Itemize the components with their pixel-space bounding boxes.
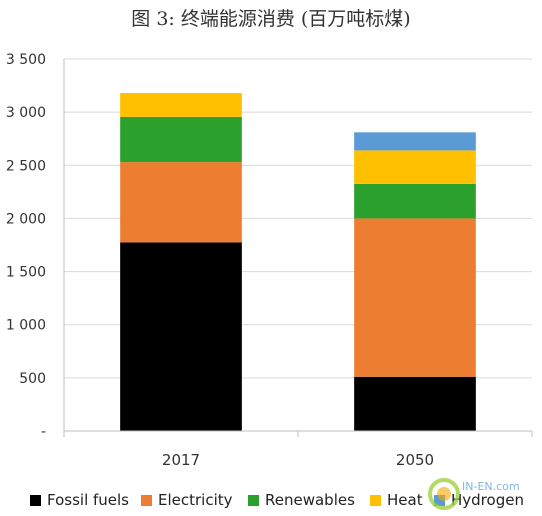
y-tick-label: 500 [19, 371, 46, 387]
legend-item: Renewables [248, 491, 355, 509]
bar-segment [354, 132, 476, 151]
bar-segment [120, 116, 242, 163]
bar-segment [354, 376, 476, 431]
y-tick-label: 2 000 [6, 211, 46, 227]
bar-segment [354, 183, 476, 219]
legend-item: Fossil fuels [30, 491, 129, 509]
legend-swatch [248, 494, 259, 506]
bars [120, 93, 476, 431]
y-tick-label: - [41, 424, 46, 440]
legend-item: Hydrogen [434, 491, 524, 509]
legend-label: Renewables [265, 491, 355, 509]
legend-swatch [370, 494, 381, 506]
bar-segment [120, 162, 242, 243]
legend-swatch [30, 494, 41, 506]
bar-segment [354, 218, 476, 377]
axes: - 500 1 000 1 500 2 000 2 500 3 000 3 500 2017 20… [6, 52, 533, 469]
y-tick-label: 2 500 [6, 158, 46, 174]
legend-label: Heat [387, 491, 423, 509]
y-tick-label: 1 500 [6, 265, 46, 281]
bar-segment [120, 93, 242, 117]
x-tick-label: 2017 [162, 451, 200, 469]
x-tick-label: 2050 [396, 451, 434, 469]
legend-item: Electricity [141, 491, 233, 509]
watermark-text: IN-EN.com [462, 480, 520, 493]
legend: Fossil fuels Electricity Renewables Heat Hyd… [0, 491, 542, 511]
bar-segment [354, 150, 476, 184]
legend-label: Hydrogen [451, 491, 524, 509]
y-tick-label: 3 000 [6, 105, 46, 121]
watermark-logo: IN-EN.com [428, 478, 520, 510]
chart-title: 图 3: 终端能源消费 (百万吨标煤) [131, 8, 411, 30]
bar-segment [120, 242, 242, 431]
y-tick-label: 1 000 [6, 318, 46, 334]
legend-label: Fossil fuels [47, 491, 130, 509]
legend-item: Heat [370, 491, 423, 509]
legend-swatch [434, 494, 445, 506]
y-tick-label: 3 500 [6, 52, 46, 68]
legend-label: Electricity [158, 491, 233, 509]
legend-swatch [141, 494, 152, 506]
